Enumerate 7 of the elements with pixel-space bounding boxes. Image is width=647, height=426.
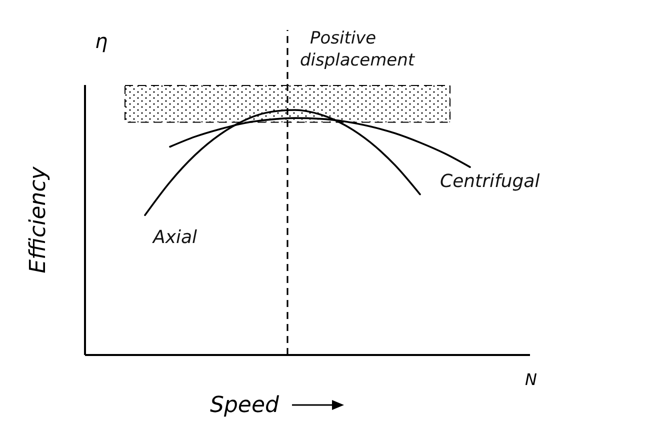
text: N bbox=[525, 370, 537, 389]
series-label: Axial bbox=[152, 227, 197, 248]
band-label: Positive displacement bbox=[300, 28, 416, 70]
y-axis-title: Efficiency bbox=[26, 166, 51, 274]
x-axis-title: Speed bbox=[210, 393, 280, 418]
text: η bbox=[95, 29, 108, 53]
series-label: Centrifugal bbox=[440, 171, 540, 192]
